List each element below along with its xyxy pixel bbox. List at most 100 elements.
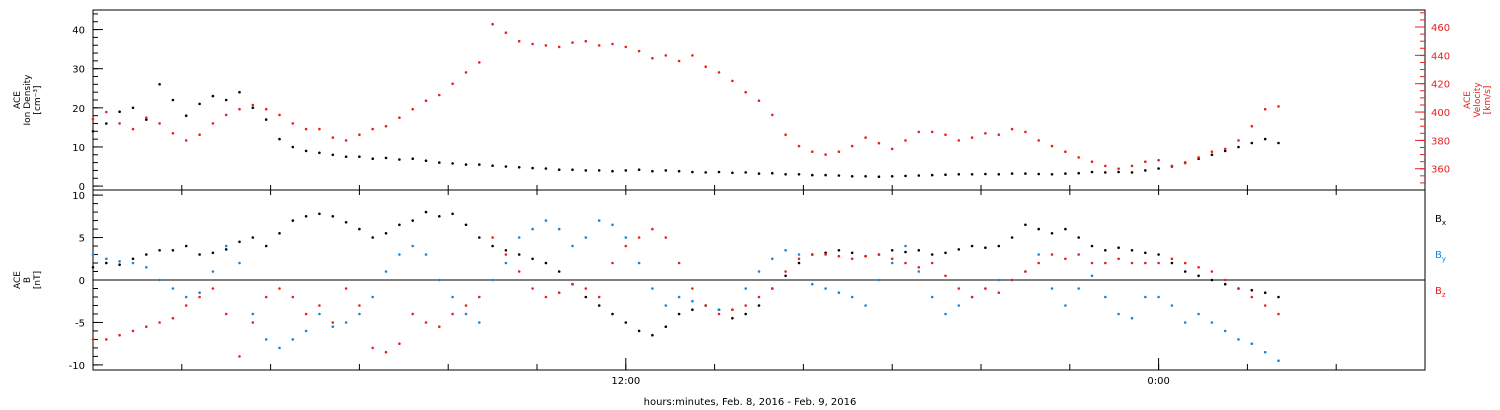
bx-point [757, 304, 761, 307]
velocity-point [584, 39, 588, 43]
density-point [864, 175, 867, 178]
bz-point [1064, 257, 1067, 261]
by-point [1277, 359, 1280, 363]
bz-point [398, 342, 401, 346]
density-point [984, 172, 987, 176]
bz-point [557, 291, 561, 295]
bx-point [105, 261, 108, 265]
bx-point [597, 304, 601, 307]
bz-point [184, 304, 188, 307]
by-point [1170, 304, 1174, 307]
bz-point [158, 321, 161, 324]
bz-point [238, 355, 241, 358]
bz-point [1183, 261, 1187, 265]
density-point [344, 155, 348, 158]
bz-point [1024, 270, 1027, 273]
by-point [1117, 312, 1120, 316]
velocity-point [1050, 144, 1054, 148]
velocity-point [797, 144, 801, 148]
bz-point [344, 287, 348, 290]
density-point [691, 170, 694, 174]
velocity-point [438, 93, 441, 97]
bx-point [1077, 236, 1080, 239]
bx-point [917, 249, 921, 252]
bz-point [651, 227, 654, 231]
bz-point [105, 338, 108, 341]
by-point [797, 253, 801, 256]
bz-point [331, 321, 335, 324]
bz-point [691, 287, 694, 290]
bx-point [651, 333, 654, 337]
bx-point [944, 251, 947, 255]
bz-point [904, 261, 907, 265]
density-point [464, 163, 468, 166]
bx-point [464, 223, 468, 227]
by-point [91, 253, 95, 256]
by-point [824, 287, 827, 290]
density-point [824, 173, 827, 177]
bx-point [837, 249, 841, 252]
density-point [957, 173, 961, 176]
density-point [877, 175, 881, 178]
density-point [544, 167, 548, 170]
density-point [424, 159, 428, 162]
by-point [478, 321, 481, 324]
density-point [371, 157, 375, 160]
by-point [864, 304, 867, 307]
by-point [384, 270, 388, 273]
bz-point [438, 325, 441, 329]
density-point [917, 174, 921, 177]
bx-point [211, 251, 215, 255]
velocity-point [1117, 167, 1120, 170]
by-point [664, 304, 668, 307]
density-point [118, 110, 121, 113]
velocity-point [1170, 164, 1174, 168]
by-point [531, 227, 534, 231]
velocity-point [424, 99, 428, 102]
bx-point [1010, 236, 1014, 239]
bx-point [1250, 288, 1254, 292]
bx-point [118, 263, 121, 267]
by-point [637, 261, 641, 265]
velocity-point [318, 127, 321, 131]
bx-point [784, 274, 787, 278]
by-point [997, 278, 1001, 282]
velocity-point [557, 45, 561, 49]
by-point [291, 338, 295, 341]
velocity-point [1157, 158, 1160, 162]
bz-point [824, 253, 827, 256]
bx-point [677, 312, 681, 316]
velocity-point [331, 136, 335, 139]
field-tick-label: -5 [75, 318, 85, 329]
density-point [1010, 172, 1014, 175]
density-point [651, 169, 654, 173]
legend-Bx: Bx [1435, 214, 1446, 227]
velocity-point [771, 113, 774, 117]
bx-point [1183, 270, 1187, 273]
velocity-point [1130, 164, 1134, 168]
bx-point [1263, 291, 1267, 295]
by-point [717, 308, 721, 312]
bz-point [211, 287, 215, 290]
bz-point [504, 253, 508, 256]
bz-point [1050, 253, 1054, 256]
velocity-point [757, 99, 761, 102]
bz-point [1250, 295, 1254, 299]
density-point [1064, 172, 1067, 175]
bx-point [1024, 223, 1027, 227]
velocity-point [864, 136, 867, 139]
density-point [91, 130, 95, 133]
density-point [145, 118, 148, 121]
field-tick-label: 5 [79, 234, 85, 245]
bz-point [411, 312, 415, 316]
by-point [1077, 287, 1080, 290]
by-point [1183, 321, 1187, 324]
bx-point [744, 312, 747, 316]
by-point [1157, 295, 1160, 299]
legend-base: B [1435, 214, 1442, 225]
density-point [158, 83, 161, 86]
bx-point [184, 244, 188, 248]
bz-point [1237, 287, 1240, 290]
bz-point [597, 295, 601, 299]
